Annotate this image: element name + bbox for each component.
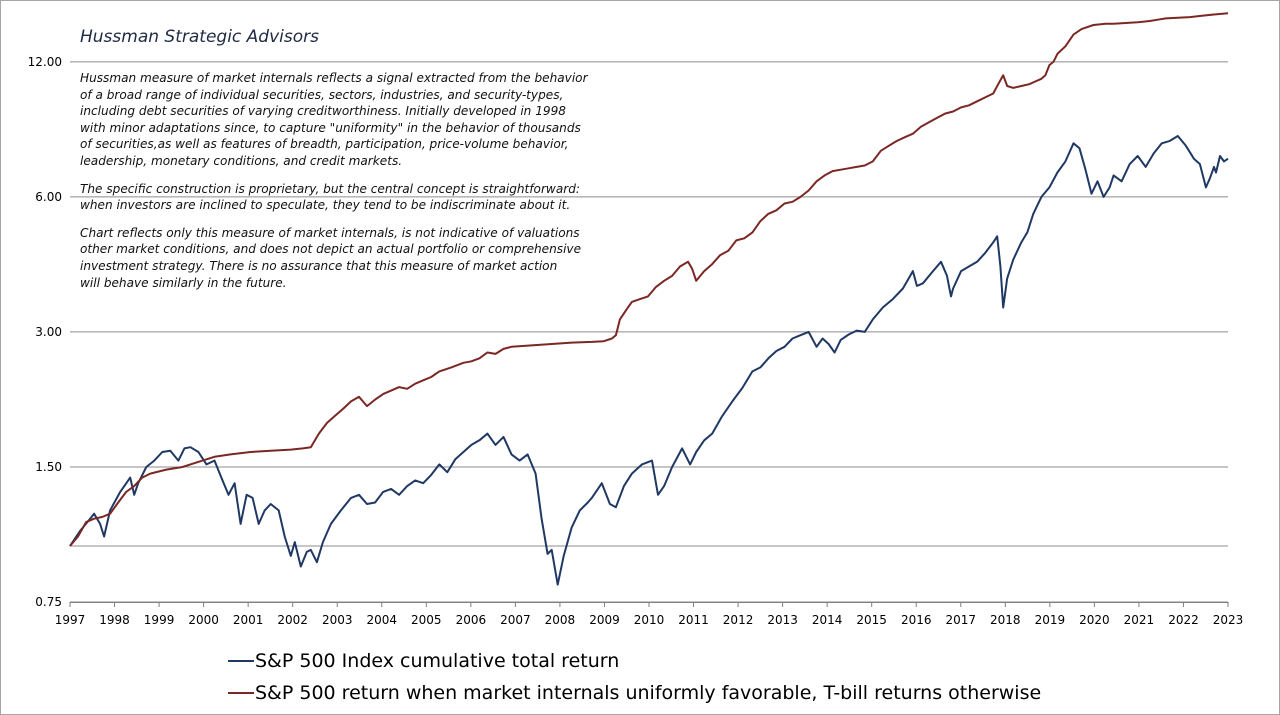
x-tick-label: 2000: [188, 613, 219, 627]
y-tick-label: 3.00: [35, 325, 62, 339]
x-tick-label: 2009: [589, 613, 620, 627]
x-tick-label: 2015: [856, 613, 887, 627]
legend-label-strategy: S&P 500 return when market internals uni…: [255, 682, 1042, 704]
description-notes: Hussman measure of market internals refl…: [80, 70, 600, 302]
x-tick-label: 2012: [723, 613, 754, 627]
y-tick-label: 12.00: [28, 55, 62, 69]
x-tick-label: 2008: [545, 613, 576, 627]
x-tick-label: 2011: [678, 613, 709, 627]
x-tick-label: 2010: [634, 613, 665, 627]
x-tick-label: 2017: [945, 613, 976, 627]
x-tick-label: 2006: [456, 613, 487, 627]
x-tick-label: 2013: [767, 613, 798, 627]
x-tick-label: 2022: [1168, 613, 1199, 627]
x-tick-label: 2021: [1124, 613, 1155, 627]
x-tick-label: 2005: [411, 613, 442, 627]
x-tick-label: 2016: [901, 613, 932, 627]
x-tick-label: 2020: [1079, 613, 1110, 627]
legend-label-sp500: S&P 500 Index cumulative total return: [255, 650, 620, 672]
legend-item-sp500: S&P 500 Index cumulative total return: [228, 645, 1041, 677]
x-tick-label: 2003: [322, 613, 353, 627]
x-tick-label: 1999: [144, 613, 175, 627]
note-paragraph: The specific construction is proprietary…: [80, 181, 580, 213]
series-lines: [69, 12, 1229, 586]
y-axis-ticks: 0.75 1.50 3.00 6.00 12.00: [28, 55, 62, 609]
x-tick-label: 1998: [99, 613, 130, 627]
x-tick-label: 2007: [500, 613, 531, 627]
x-tick-label: 2014: [812, 613, 843, 627]
x-tick-label: 2004: [366, 613, 397, 627]
y-tick-label: 6.00: [35, 190, 62, 204]
x-tick-label: 2002: [277, 613, 308, 627]
y-tick-label: 1.50: [35, 460, 62, 474]
y-tick-label: 0.75: [35, 595, 62, 609]
series-line-sp500: [69, 135, 1229, 586]
note-paragraph: Hussman measure of market internals refl…: [80, 71, 588, 168]
page-title: Hussman Strategic Advisors: [80, 27, 319, 47]
legend-swatch-strategy: [228, 692, 254, 694]
x-tick-label: 1997: [55, 613, 86, 627]
x-axis: 1997 1998 1999 2000 2001 2002 2003 2004 2005 2006…: [55, 602, 1244, 627]
legend-item-strategy: S&P 500 return when market internals uni…: [228, 677, 1041, 709]
legend-swatch-sp500: [228, 660, 254, 662]
legend: S&P 500 Index cumulative total return S&…: [228, 645, 1041, 709]
note-paragraph: Chart reflects only this measure of mark…: [80, 225, 582, 290]
x-tick-label: 2019: [1035, 613, 1066, 627]
x-tick-label: 2023: [1213, 613, 1244, 627]
series-line-strategy: [69, 12, 1229, 547]
x-tick-label: 2018: [990, 613, 1021, 627]
x-tick-label: 2001: [233, 613, 264, 627]
